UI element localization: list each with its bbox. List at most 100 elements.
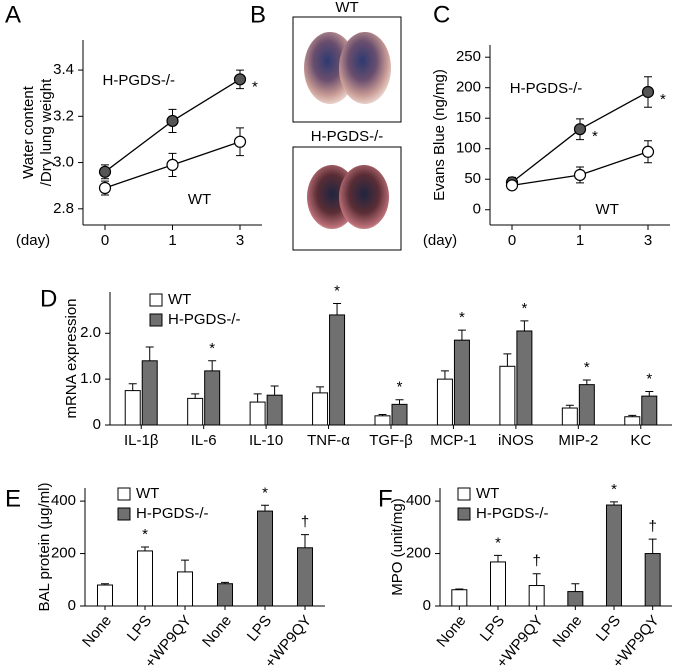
legend-label: H-PGDS-/- bbox=[168, 311, 241, 328]
x-tick-label: IL-10 bbox=[249, 432, 283, 449]
x-tick-label: MIP-2 bbox=[558, 432, 598, 449]
lung bbox=[339, 32, 391, 104]
bar bbox=[578, 384, 595, 426]
y-axis-label: mRNA expression bbox=[63, 298, 80, 418]
legend-swatch bbox=[457, 507, 471, 521]
legend-label: H-PGDS-/- bbox=[476, 505, 549, 522]
error-bar bbox=[191, 393, 200, 399]
x-tick-label: None bbox=[79, 612, 115, 650]
bar bbox=[266, 394, 283, 426]
y-tick-label: 0 bbox=[423, 597, 431, 614]
point bbox=[233, 73, 247, 86]
bar bbox=[97, 584, 113, 607]
significance: * bbox=[646, 370, 652, 387]
error-bar bbox=[571, 583, 580, 592]
point bbox=[233, 135, 247, 148]
y-tick-label: 2.0 bbox=[80, 324, 101, 341]
y-tick-label: 3.2 bbox=[53, 107, 74, 124]
legend-swatch bbox=[117, 507, 131, 521]
significance: * bbox=[252, 78, 258, 95]
significance: * bbox=[334, 282, 340, 299]
bar bbox=[436, 378, 453, 426]
error-bar bbox=[582, 379, 591, 385]
point bbox=[573, 168, 587, 182]
y-tick-label: 0 bbox=[93, 416, 101, 433]
panel-letter: C bbox=[433, 1, 450, 28]
legend-label: WT bbox=[476, 485, 499, 502]
error-bar bbox=[261, 504, 269, 512]
significance: † bbox=[301, 514, 309, 531]
legend-label: WT bbox=[136, 485, 159, 502]
error-bar bbox=[181, 559, 189, 572]
significance: * bbox=[209, 340, 215, 357]
image-label: H-PGDS-/- bbox=[311, 128, 384, 145]
y-tick-label: 3.4 bbox=[53, 61, 74, 78]
bar bbox=[249, 401, 266, 426]
bar bbox=[217, 583, 233, 607]
x-tick-label: KC bbox=[630, 432, 651, 449]
significance: * bbox=[521, 300, 527, 317]
point bbox=[573, 123, 587, 136]
x-tick-label: LPS bbox=[124, 612, 155, 645]
bar bbox=[177, 571, 193, 607]
y-tick-label: 0 bbox=[473, 201, 481, 218]
series-label: H-PGDS-/- bbox=[510, 80, 583, 97]
y-axis-label: BAL protein (μg/ml) bbox=[36, 483, 53, 612]
bar bbox=[374, 415, 391, 426]
panel-letter: D bbox=[40, 285, 57, 312]
y-tick-label: 50 bbox=[464, 170, 481, 187]
y-tick-label: 150 bbox=[456, 109, 481, 126]
significance: * bbox=[660, 91, 666, 108]
x-tick-label: MCP-1 bbox=[430, 432, 477, 449]
significance: * bbox=[495, 534, 501, 551]
y-axis-label: /Dry lung weight bbox=[38, 78, 55, 186]
bar bbox=[451, 589, 468, 607]
bar bbox=[644, 553, 661, 607]
bar bbox=[257, 510, 273, 607]
y-tick-label: 250 bbox=[456, 48, 481, 65]
x-tick-label: 1 bbox=[576, 232, 584, 249]
y-tick-label: 200 bbox=[456, 79, 481, 96]
point bbox=[98, 181, 112, 195]
x-tick-label: LPS bbox=[593, 612, 624, 645]
error-bar bbox=[645, 391, 654, 397]
x-tick-label: 3 bbox=[644, 232, 652, 249]
bar bbox=[528, 585, 545, 607]
significance: † bbox=[648, 518, 656, 535]
x-tick-label: None bbox=[433, 612, 469, 650]
panel-letter: E bbox=[5, 485, 21, 512]
error-bar bbox=[532, 573, 541, 586]
error-bar bbox=[145, 346, 154, 361]
significance: * bbox=[142, 526, 148, 543]
bar bbox=[490, 561, 506, 607]
bar bbox=[641, 395, 658, 426]
x-tick-label: TGF-β bbox=[369, 432, 413, 449]
error-bar bbox=[128, 383, 137, 391]
error-bar bbox=[253, 393, 262, 403]
significance: * bbox=[584, 359, 590, 376]
x-tick-label: LPS bbox=[477, 612, 508, 645]
bar bbox=[297, 547, 313, 607]
error-bar bbox=[395, 399, 404, 405]
point bbox=[641, 145, 655, 158]
bar bbox=[606, 504, 622, 607]
legend-swatch bbox=[149, 293, 163, 307]
significance: * bbox=[611, 481, 617, 498]
panel-letter: B bbox=[250, 1, 266, 28]
point bbox=[505, 179, 519, 192]
y-tick-label: 400 bbox=[51, 492, 76, 509]
bar bbox=[124, 390, 141, 426]
y-axis-label: Water content bbox=[20, 85, 37, 179]
point bbox=[641, 85, 655, 99]
y-tick-label: 1.0 bbox=[80, 370, 101, 387]
x-axis-label: (day) bbox=[423, 232, 457, 249]
x-tick-label: LPS bbox=[244, 612, 275, 645]
y-tick-label: 0 bbox=[68, 597, 76, 614]
x-tick-label: iNOS bbox=[498, 432, 534, 449]
y-tick-label: 3.0 bbox=[53, 154, 74, 171]
significance: * bbox=[459, 309, 465, 326]
y-tick-label: 400 bbox=[406, 492, 431, 509]
point bbox=[98, 165, 112, 178]
point bbox=[166, 114, 179, 128]
